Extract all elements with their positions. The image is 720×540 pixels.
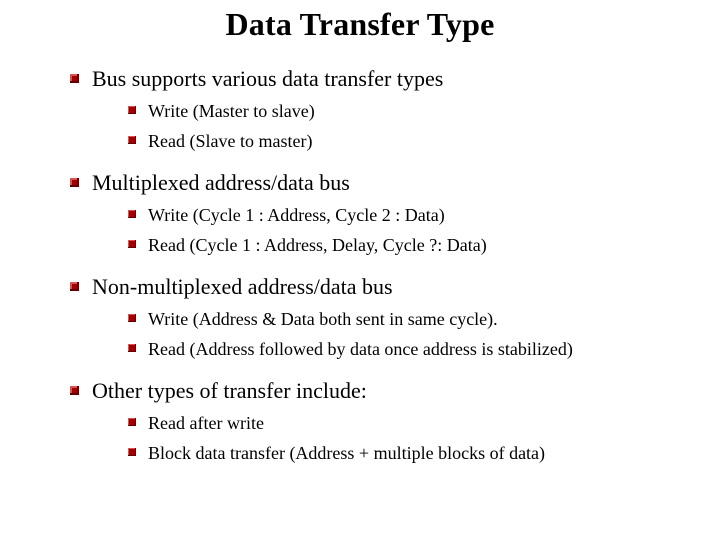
sub-list: Write (Cycle 1 : Address, Cycle 2 : Data… [92, 203, 680, 258]
sub-list-item: Read after write [128, 411, 680, 435]
sub-list-item-label: Read (Cycle 1 : Address, Delay, Cycle ?:… [148, 235, 487, 255]
sub-list-item: Write (Master to slave) [128, 99, 680, 123]
sub-list-item-label: Read after write [148, 413, 264, 433]
sub-list: Read after write Block data transfer (Ad… [92, 411, 680, 466]
sub-list-item: Write (Cycle 1 : Address, Cycle 2 : Data… [128, 203, 680, 227]
slide: Data Transfer Type Bus supports various … [0, 0, 720, 540]
list-item-label: Bus supports various data transfer types [92, 66, 443, 91]
sub-list-item-label: Write (Address & Data both sent in same … [148, 309, 498, 329]
sub-list-item: Block data transfer (Address + multiple … [128, 441, 680, 465]
list-item: Bus supports various data transfer types… [70, 65, 680, 153]
list-item: Other types of transfer include: Read af… [70, 377, 680, 465]
list-item: Multiplexed address/data bus Write (Cycl… [70, 169, 680, 257]
slide-title: Data Transfer Type [40, 6, 680, 43]
sub-list-item-label: Read (Slave to master) [148, 131, 312, 151]
sub-list-item: Read (Address followed by data once addr… [128, 337, 680, 361]
bullet-list: Bus supports various data transfer types… [40, 65, 680, 465]
sub-list-item-label: Write (Master to slave) [148, 101, 315, 121]
list-item-label: Multiplexed address/data bus [92, 170, 350, 195]
sub-list-item: Read (Cycle 1 : Address, Delay, Cycle ?:… [128, 233, 680, 257]
list-item: Non-multiplexed address/data bus Write (… [70, 273, 680, 361]
sub-list: Write (Address & Data both sent in same … [92, 307, 680, 362]
sub-list-item-label: Read (Address followed by data once addr… [148, 339, 573, 359]
list-item-label: Non-multiplexed address/data bus [92, 274, 393, 299]
sub-list-item-label: Write (Cycle 1 : Address, Cycle 2 : Data… [148, 205, 445, 225]
sub-list-item: Read (Slave to master) [128, 129, 680, 153]
list-item-label: Other types of transfer include: [92, 378, 367, 403]
sub-list-item: Write (Address & Data both sent in same … [128, 307, 680, 331]
sub-list-item-label: Block data transfer (Address + multiple … [148, 443, 545, 463]
sub-list: Write (Master to slave) Read (Slave to m… [92, 99, 680, 154]
